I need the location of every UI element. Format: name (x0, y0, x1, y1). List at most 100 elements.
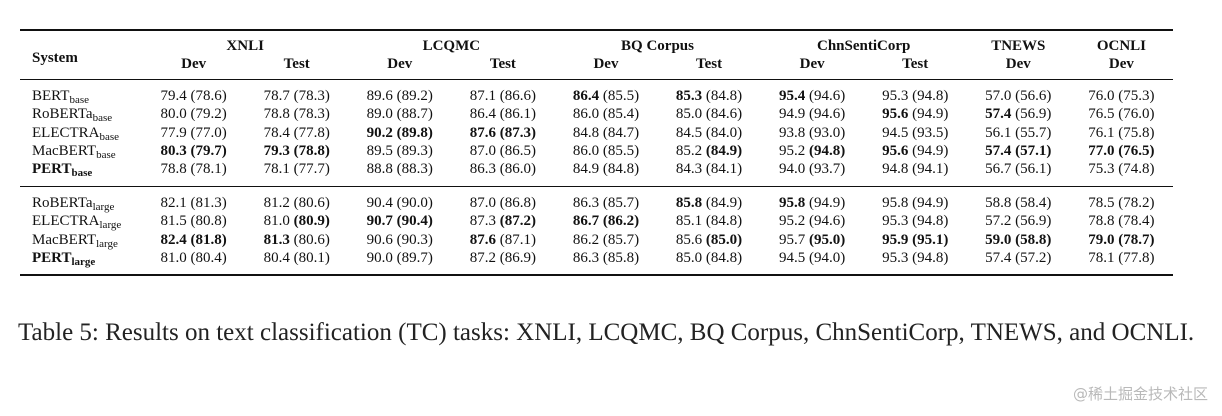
score-text: 82.1 (81.3) (160, 194, 227, 211)
score-text: 95.3 (94.8) (882, 250, 949, 267)
score-cell: 84.8 (84.7) (554, 124, 657, 142)
best-score-text: 79.3 (78.8) (263, 143, 330, 160)
score-cell: 86.3 (86.0) (451, 160, 554, 186)
model-name: RoBERTa (32, 106, 93, 123)
score-cell: 87.3 (87.2) (451, 212, 554, 230)
score-cell: 57.4 (56.9) (967, 105, 1070, 123)
score-cell: 79.3 (78.8) (245, 142, 348, 160)
score-cell: 94.5 (93.5) (864, 124, 967, 142)
score-cell: 84.5 (84.0) (658, 124, 761, 142)
score-text: 89.6 (89.2) (366, 87, 433, 104)
score-cell: 94.5 (94.0) (761, 249, 864, 275)
score-text: 84.3 (84.1) (675, 161, 743, 178)
score-cell: 57.0 (56.6) (967, 79, 1070, 105)
score-cell: 81.0 (80.4) (142, 249, 245, 275)
score-text: (94.9) (908, 143, 949, 160)
score-text: 84.5 (84.0) (675, 124, 743, 141)
results-table-container: System XNLI LCQMC BQ Corpus ChnSentiCorp… (20, 29, 1173, 276)
system-name: BERTbase (20, 79, 142, 106)
score-cell: 95.8 (94.9) (864, 186, 967, 212)
score-cell: 90.6 (90.3) (348, 231, 451, 249)
best-score-text: 81.3 (263, 231, 290, 248)
score-text: 95.3 (94.8) (882, 213, 949, 230)
model-name: MacBERT (32, 143, 97, 160)
model-size: large (99, 219, 122, 232)
best-score-text: 95.6 (882, 143, 909, 160)
model-size: large (92, 200, 115, 213)
score-cell: 75.3 (74.8) (1070, 160, 1173, 186)
dataset-header: LCQMC (422, 38, 481, 54)
score-cell: 89.0 (88.7) (348, 105, 451, 123)
score-text: 58.8 (58.4) (985, 194, 1052, 211)
score-cell: 76.1 (75.8) (1070, 124, 1173, 142)
score-cell: 86.3 (85.7) (554, 186, 657, 212)
model-name: PERT (32, 161, 72, 178)
score-text: 86.0 (85.5) (572, 143, 640, 160)
score-cell: 85.0 (84.6) (658, 105, 761, 123)
score-cell: 88.8 (88.3) (348, 160, 451, 186)
score-text: 78.1 (77.8) (1088, 250, 1155, 267)
table-row: PERTbase 78.8 (78.1) 78.1 (77.7) 88.8 (88.3… (20, 160, 1173, 186)
score-text: 81.0 (80.4) (160, 250, 227, 267)
score-text: 94.5 (93.5) (882, 124, 949, 141)
model-size: base (71, 167, 93, 180)
score-cell: 90.0 (89.7) (348, 249, 451, 275)
score-cell: 84.3 (84.1) (658, 160, 761, 186)
score-cell: 78.8 (78.4) (1070, 212, 1173, 230)
score-text: 89.0 (88.7) (366, 106, 433, 123)
model-size: base (96, 149, 116, 162)
score-text: 94.8 (94.1) (882, 161, 949, 178)
score-text: 78.8 (78.3) (263, 106, 330, 123)
score-text: (94.6) (805, 87, 846, 104)
score-text: 94.0 (93.7) (778, 161, 846, 178)
best-score-text: 87.6 (87.3) (469, 124, 536, 141)
best-score-text: 79.0 (78.7) (1088, 231, 1155, 248)
score-cell: 87.0 (86.8) (451, 186, 554, 212)
score-cell: 86.7 (86.2) (554, 212, 657, 230)
score-cell: 90.4 (90.0) (348, 186, 451, 212)
score-cell: 81.5 (80.8) (142, 212, 245, 230)
dataset-header: XNLI (226, 38, 264, 54)
score-text: 56.7 (56.1) (985, 161, 1052, 178)
best-score-text: 95.9 (95.1) (882, 231, 949, 248)
score-text: 86.3 (86.0) (469, 161, 536, 178)
model-name: ELECTRA (32, 213, 100, 230)
table-row: BERTbase 79.4 (78.6) 78.7 (78.3) 89.6 (89.2… (20, 79, 1173, 105)
best-score-text: 86.7 (86.2) (572, 213, 640, 230)
score-cell: 56.1 (55.7) (967, 124, 1070, 142)
score-text: 78.8 (78.4) (1088, 213, 1155, 230)
score-text: 90.4 (90.0) (366, 194, 433, 211)
best-score-text: 57.4 (985, 106, 1012, 123)
split-header: Test (695, 56, 723, 73)
model-size: base (99, 130, 120, 143)
score-cell: 81.2 (80.6) (245, 186, 348, 212)
best-score-text: 87.6 (469, 231, 496, 248)
score-text: 78.1 (77.7) (263, 161, 330, 178)
score-text: 95.2 (94.6) (778, 213, 846, 230)
header-row-datasets: System XNLI LCQMC BQ Corpus ChnSentiCorp… (20, 30, 1173, 66)
system-name: ELECTRAlarge (20, 212, 142, 232)
score-cell: 86.0 (85.5) (554, 142, 657, 160)
score-text: 57.4 (57.2) (985, 250, 1052, 267)
best-score-text: (84.9) (705, 143, 743, 160)
system-name: MacBERTbase (20, 142, 142, 162)
score-cell: 57.4 (57.2) (967, 249, 1070, 275)
score-cell: 95.2 (94.8) (761, 142, 864, 160)
score-cell: 89.5 (89.3) (348, 142, 451, 160)
score-cell: 90.2 (89.8) (348, 124, 451, 142)
score-cell: 93.8 (93.0) (761, 124, 864, 142)
model-name: BERT (32, 87, 70, 104)
score-text: 94.5 (94.0) (778, 250, 846, 267)
score-cell: 78.1 (77.8) (1070, 249, 1173, 275)
score-cell: 59.0 (58.8) (967, 231, 1070, 249)
best-score-text: 95.8 (778, 194, 806, 211)
score-text: 90.0 (89.7) (366, 250, 433, 267)
score-cell: 95.3 (94.8) (864, 249, 967, 275)
score-cell: 57.4 (57.1) (967, 142, 1070, 160)
score-cell: 87.2 (86.9) (451, 249, 554, 275)
score-text: (94.9) (805, 194, 846, 211)
score-text: 90.6 (90.3) (366, 231, 433, 248)
score-cell: 81.3 (80.6) (245, 231, 348, 249)
best-score-text: (85.0) (705, 231, 743, 248)
score-cell: 85.6 (85.0) (658, 231, 761, 249)
